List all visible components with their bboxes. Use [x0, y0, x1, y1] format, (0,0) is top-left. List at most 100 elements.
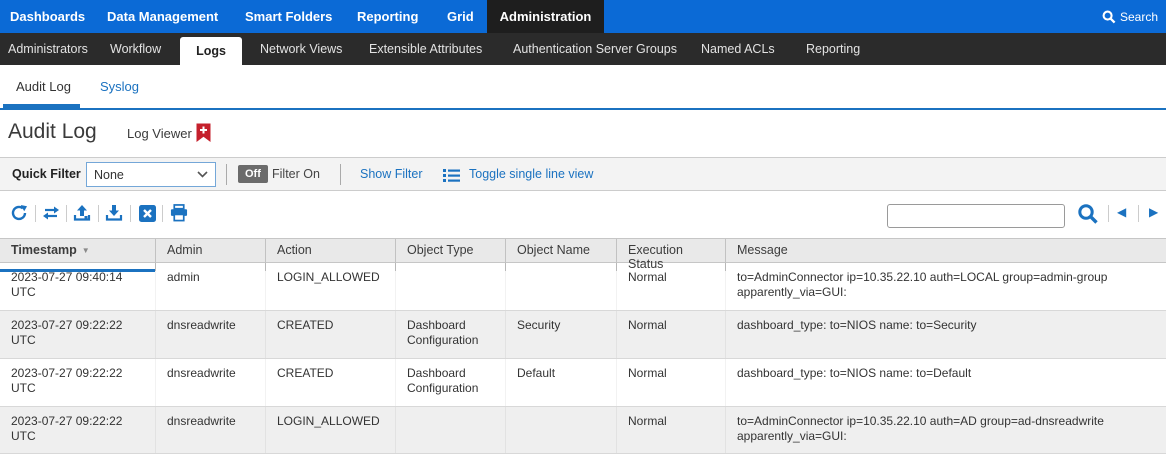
quick-filter-value: None: [94, 167, 124, 182]
sort-desc-icon: ▼: [81, 246, 90, 255]
column-header-object-name[interactable]: Object Name: [505, 239, 616, 271]
quick-filter-dropdown[interactable]: None: [86, 162, 216, 187]
table-row[interactable]: 2023-07-27 09:40:14 UTC admin LOGIN_ALLO…: [0, 263, 1166, 311]
subnav-item-reporting[interactable]: Reporting: [806, 42, 861, 56]
nav-item-reporting[interactable]: Reporting: [357, 9, 419, 24]
separator: [1138, 205, 1139, 222]
column-header-execution-status[interactable]: Execution Status: [616, 239, 725, 271]
nav-item-smart-folders[interactable]: Smart Folders: [245, 9, 333, 24]
search-label: Search: [1119, 9, 1158, 24]
separator: [226, 164, 227, 185]
cell-object-type: [395, 263, 505, 310]
show-filter-link[interactable]: Show Filter: [360, 167, 423, 181]
subnav-item-administrators[interactable]: Administrators: [8, 42, 88, 56]
cell-action: CREATED: [265, 311, 395, 358]
filter-on-label: Filter On: [272, 167, 320, 181]
cell-object-name: Default: [505, 359, 616, 406]
cell-object-type: [395, 407, 505, 453]
administration-subnav: Administrators Workflow Logs Network Vie…: [0, 33, 1166, 65]
nav-item-grid[interactable]: Grid: [447, 9, 474, 24]
quick-filter-label: Quick Filter: [12, 167, 81, 181]
audit-log-table: 2023-07-27 09:40:14 UTC admin LOGIN_ALLO…: [0, 263, 1166, 454]
single-line-view-icon[interactable]: [443, 168, 460, 182]
refresh-icon[interactable]: [10, 204, 28, 222]
toggle-single-line-view-link[interactable]: Toggle single line view: [469, 167, 594, 181]
subnav-item-named-acls[interactable]: Named ACLs: [701, 42, 775, 56]
table-search-icon[interactable]: [1077, 203, 1099, 225]
search-icon: [1102, 10, 1116, 24]
tab-audit-log-active[interactable]: Audit Log: [16, 79, 71, 94]
column-header-timestamp[interactable]: Timestamp ▼: [0, 239, 155, 272]
cell-action: LOGIN_ALLOWED: [265, 263, 395, 310]
tab-syslog[interactable]: Syslog: [100, 79, 140, 94]
separator: [98, 205, 99, 222]
top-nav-bar: Dashboards Data Management Smart Folders…: [0, 0, 1166, 33]
chevron-down-icon: [197, 171, 208, 178]
cell-object-name: [505, 407, 616, 453]
table-row[interactable]: 2023-07-27 09:22:22 UTC dnsreadwrite CRE…: [0, 311, 1166, 359]
cell-message: dashboard_type: to=NIOS name: to=Securit…: [725, 311, 1166, 358]
subnav-item-extensible-attributes[interactable]: Extensible Attributes: [369, 42, 483, 56]
cell-timestamp: 2023-07-27 09:40:14 UTC: [11, 270, 123, 299]
nav-item-administration-active[interactable]: Administration: [487, 0, 604, 33]
active-tab-underline: [3, 104, 80, 108]
print-icon[interactable]: [170, 204, 188, 222]
cell-action: CREATED: [265, 359, 395, 406]
cell-timestamp: 2023-07-27 09:22:22 UTC: [11, 366, 123, 395]
nav-item-dashboards[interactable]: Dashboards: [10, 9, 86, 24]
cell-admin: dnsreadwrite: [155, 311, 265, 358]
cell-admin: admin: [155, 263, 265, 310]
cell-object-name: [505, 263, 616, 310]
cell-timestamp: 2023-07-27 09:22:22 UTC: [11, 414, 123, 443]
download-icon[interactable]: [105, 204, 123, 222]
cell-status: Normal: [616, 263, 725, 310]
add-bookmark-icon[interactable]: [196, 123, 211, 143]
subnav-item-auth-server-groups[interactable]: Authentication Server Groups: [513, 42, 677, 56]
subnav-item-workflow[interactable]: Workflow: [110, 42, 162, 56]
table-header: Timestamp ▼ Admin Action Object Type Obj…: [0, 238, 1166, 272]
subnav-item-logs-active[interactable]: Logs: [180, 37, 242, 65]
cell-action: LOGIN_ALLOWED: [265, 407, 395, 453]
cell-admin: dnsreadwrite: [155, 359, 265, 406]
page-title: Audit Log: [8, 120, 97, 143]
quick-filter-bar: Quick Filter None Off Filter On Show Fil…: [0, 157, 1166, 191]
separator: [35, 205, 36, 222]
filter-on-off-toggle[interactable]: Off: [238, 165, 268, 183]
table-search-input[interactable]: [887, 204, 1065, 228]
page-prev-icon[interactable]: ◀: [1117, 205, 1127, 219]
separator: [66, 205, 67, 222]
column-header-admin[interactable]: Admin: [155, 239, 265, 271]
clear-x-icon[interactable]: [138, 204, 156, 222]
table-row[interactable]: 2023-07-27 09:22:22 UTC dnsreadwrite CRE…: [0, 359, 1166, 407]
title-bar: Audit Log Log Viewer: [0, 110, 1166, 157]
cell-object-type: Dashboard Configuration: [395, 311, 505, 358]
nav-item-data-management[interactable]: Data Management: [107, 9, 219, 24]
cell-object-name: Security: [505, 311, 616, 358]
global-search[interactable]: Search: [1102, 0, 1158, 33]
page-next-icon[interactable]: ▶: [1149, 205, 1159, 219]
cell-admin: dnsreadwrite: [155, 407, 265, 453]
log-tabs: Audit Log Syslog: [0, 65, 1166, 110]
column-header-message[interactable]: Message: [725, 239, 1166, 271]
sorted-column-indicator: [0, 269, 155, 272]
cell-status: Normal: [616, 311, 725, 358]
separator: [1108, 205, 1109, 222]
page-subtitle: Log Viewer: [127, 126, 192, 141]
loop-restart-icon[interactable]: [42, 204, 60, 222]
cell-message: to=AdminConnector ip=10.35.22.10 auth=LO…: [725, 263, 1166, 310]
separator: [130, 205, 131, 222]
cell-status: Normal: [616, 359, 725, 406]
cell-status: Normal: [616, 407, 725, 453]
subnav-item-network-views[interactable]: Network Views: [260, 42, 343, 56]
separator: [340, 164, 341, 185]
cell-timestamp: 2023-07-27 09:22:22 UTC: [11, 318, 123, 347]
grid-toolbar: ◀ ▶: [0, 191, 1166, 238]
table-row[interactable]: 2023-07-27 09:22:22 UTC dnsreadwrite LOG…: [0, 407, 1166, 454]
upload-icon[interactable]: [73, 204, 91, 222]
column-header-action[interactable]: Action: [265, 239, 395, 271]
cell-message: dashboard_type: to=NIOS name: to=Default: [725, 359, 1166, 406]
separator: [162, 205, 163, 222]
column-header-object-type[interactable]: Object Type: [395, 239, 505, 271]
cell-message: to=AdminConnector ip=10.35.22.10 auth=AD…: [725, 407, 1166, 453]
